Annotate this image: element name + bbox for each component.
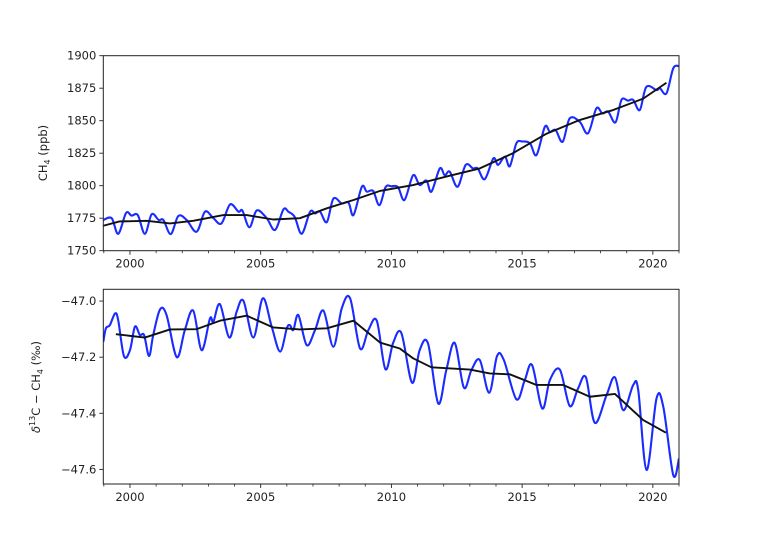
d13c-x-tick-label: 2015 [507, 490, 536, 504]
ch4-ylabel-main: CH [36, 164, 50, 181]
ch4-monthly-series-line [103, 64, 680, 236]
ch4-y-tick-label: 1750 [67, 244, 96, 258]
ch4-x-tick-label: 2015 [507, 257, 536, 271]
d13c-y-tick-label: −47.2 [61, 350, 96, 364]
ch4-y-tick-label: 1800 [67, 179, 96, 193]
ch4-ylabel-sub: 4 [43, 159, 52, 164]
d13c-x-tick-label: 2000 [115, 490, 144, 504]
ch4-y-tick-label: 1850 [67, 114, 96, 128]
ch4-y-axis-label: CH4 (ppb) [36, 125, 52, 181]
ch4-y-tick-label: 1900 [67, 49, 96, 63]
ch4-x-tick-label: 2000 [115, 257, 144, 271]
ch4-x-tick-label: 2010 [377, 257, 406, 271]
ch4-panel: 2000 2005 2010 2015 2020 1750 1775 1800 1825 1850… [67, 49, 680, 271]
d13c-axes-frame [102, 288, 680, 485]
ch4-y-tick-label: 1875 [67, 81, 96, 95]
d13c-x-tick-label: 2020 [638, 490, 667, 504]
d13c-y-axis-label: δ13C − CH4 (‰) [28, 341, 45, 433]
d13c-monthly-series-line [103, 294, 680, 478]
ch4-trend-series-line [103, 81, 667, 227]
d13c-x-tick-label: 2005 [246, 490, 275, 504]
d13c-y-tick-label: −47.0 [61, 294, 96, 308]
d13c-x-tick-label: 2010 [377, 490, 406, 504]
ch4-y-tick-label: 1775 [67, 211, 96, 225]
d13c-y-tick-label: −47.6 [61, 462, 96, 476]
ch4-y-tick-label: 1825 [67, 146, 96, 160]
d13c-panel: 2000 2005 2010 2015 2020 −47.0 −47.2 −47.4 −47.6 [61, 288, 680, 504]
ch4-x-tick-label: 2005 [246, 257, 275, 271]
d13c-ylabel-sub: 4 [36, 369, 45, 374]
d13c-trend-series-line [115, 314, 667, 434]
d13c-y-tick-label: −47.4 [61, 406, 96, 420]
d13c-ylabel-rest: (‰) [29, 341, 43, 369]
ch4-ylabel-rest: (ppb) [36, 125, 50, 160]
d13c-ylabel-delta: δ [29, 426, 43, 433]
ch4-x-tick-label: 2020 [638, 257, 667, 271]
d13c-ylabel-mid: C − CH [29, 374, 43, 416]
d13c-ylabel-sup: 13 [28, 416, 37, 426]
